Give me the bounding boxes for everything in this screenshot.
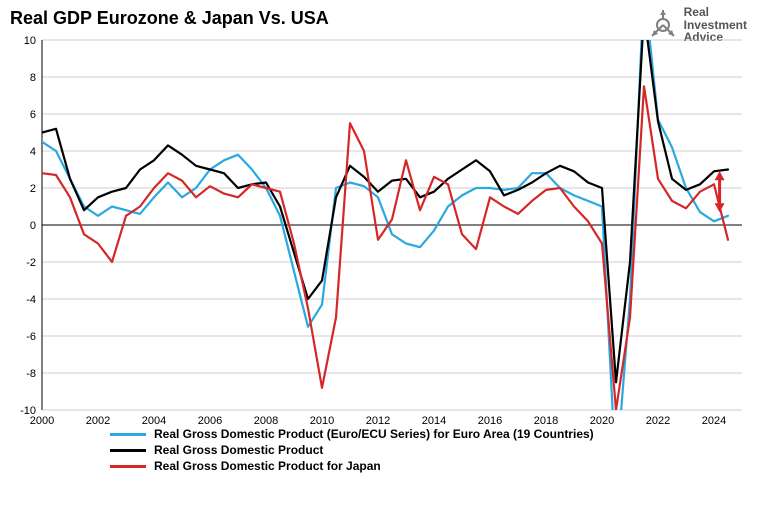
legend-swatch <box>110 433 146 436</box>
legend-swatch <box>110 449 146 452</box>
svg-text:2000: 2000 <box>30 415 54 427</box>
legend-item: Real Gross Domestic Product <box>110 443 594 457</box>
legend-label: Real Gross Domestic Product for Japan <box>154 459 381 473</box>
chart-container: Real GDP Eurozone & Japan Vs. USA Real I… <box>0 0 759 511</box>
svg-text:-6: -6 <box>26 331 36 343</box>
svg-text:2002: 2002 <box>86 415 110 427</box>
legend-label: Real Gross Domestic Product (Euro/ECU Se… <box>154 427 594 441</box>
svg-text:6: 6 <box>30 109 36 121</box>
svg-text:8: 8 <box>30 72 36 84</box>
legend-item: Real Gross Domestic Product for Japan <box>110 459 594 473</box>
legend-swatch <box>110 465 146 468</box>
svg-text:0: 0 <box>30 220 36 232</box>
legend-label: Real Gross Domestic Product <box>154 443 323 457</box>
svg-text:-4: -4 <box>26 294 36 306</box>
svg-text:-8: -8 <box>26 368 36 380</box>
chart-legend: Real Gross Domestic Product (Euro/ECU Se… <box>110 425 594 475</box>
svg-text:2022: 2022 <box>646 415 670 427</box>
legend-item: Real Gross Domestic Product (Euro/ECU Se… <box>110 427 594 441</box>
svg-text:-2: -2 <box>26 257 36 269</box>
svg-text:2: 2 <box>30 183 36 195</box>
svg-text:10: 10 <box>24 35 36 47</box>
svg-text:2024: 2024 <box>702 415 726 427</box>
svg-text:4: 4 <box>30 146 36 158</box>
